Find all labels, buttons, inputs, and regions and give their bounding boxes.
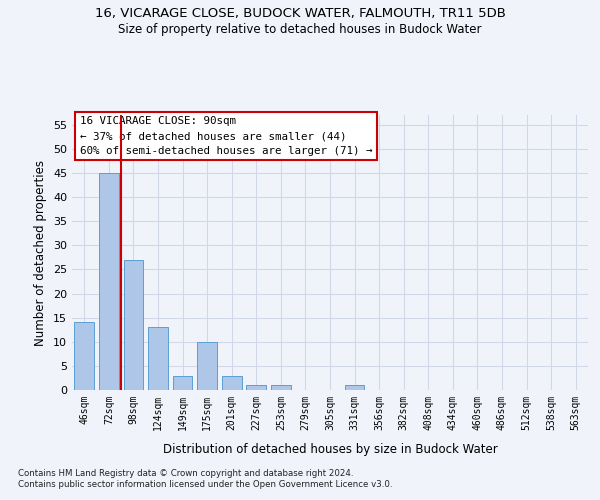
Text: 16, VICARAGE CLOSE, BUDOCK WATER, FALMOUTH, TR11 5DB: 16, VICARAGE CLOSE, BUDOCK WATER, FALMOU… (95, 8, 505, 20)
Bar (99, 173, 119, 390)
Bar (222, 376, 242, 390)
Bar (173, 376, 193, 390)
Bar (124, 260, 143, 390)
Text: Contains HM Land Registry data © Crown copyright and database right 2024.: Contains HM Land Registry data © Crown c… (18, 468, 353, 477)
Bar (345, 385, 364, 390)
Bar (247, 385, 266, 390)
Text: Distribution of detached houses by size in Budock Water: Distribution of detached houses by size … (163, 442, 497, 456)
Bar (74, 322, 94, 390)
Text: Contains public sector information licensed under the Open Government Licence v3: Contains public sector information licen… (18, 480, 392, 489)
Bar (197, 342, 217, 390)
Text: 16 VICARAGE CLOSE: 90sqm
← 37% of detached houses are smaller (44)
60% of semi-d: 16 VICARAGE CLOSE: 90sqm ← 37% of detach… (80, 116, 372, 156)
Bar (148, 328, 168, 390)
Y-axis label: Number of detached properties: Number of detached properties (34, 160, 47, 346)
Bar (271, 385, 290, 390)
Text: Size of property relative to detached houses in Budock Water: Size of property relative to detached ho… (118, 22, 482, 36)
